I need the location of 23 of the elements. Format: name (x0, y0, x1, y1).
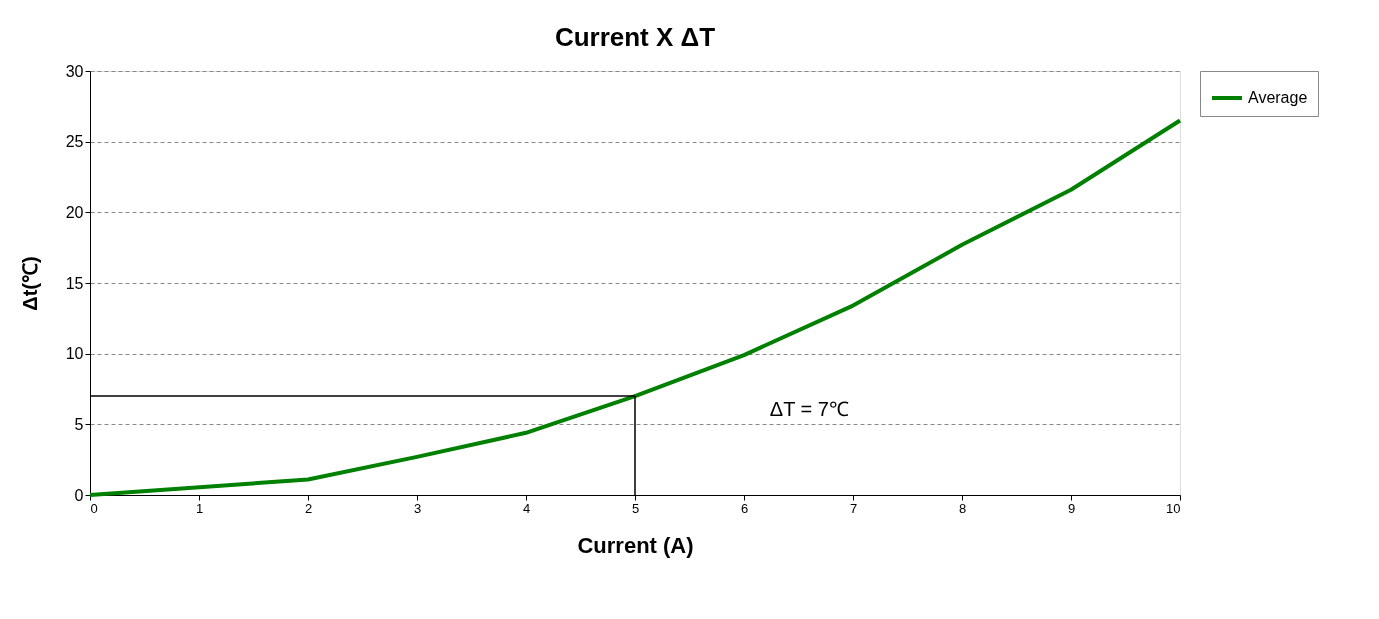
x-tick-label: 3 (413, 500, 422, 516)
y-tick-label: 10 (65, 345, 84, 363)
x-tick-label: 9 (1067, 500, 1076, 516)
y-tick-label: 25 (65, 133, 84, 151)
y-tick-label: 5 (74, 415, 84, 433)
y-axis-title: Δt(℃) (18, 256, 41, 311)
y-tick-label: 20 (65, 203, 84, 221)
x-tick-label: 2 (304, 500, 313, 516)
y-tick-label: 0 (74, 486, 84, 504)
x-tick-label: 4 (522, 500, 531, 516)
chart-title: Current X ΔT (554, 22, 716, 52)
x-tick-label: 8 (958, 500, 967, 516)
x-tick-label: 6 (740, 500, 749, 516)
x-tick-label: 0 (90, 500, 98, 516)
x-tick-label: 10 (1166, 500, 1181, 516)
y-tick-label: 15 (65, 274, 84, 292)
y-tick-label: 30 (65, 62, 84, 80)
x-tick-label: 1 (195, 500, 204, 516)
x-tick-label: 7 (849, 500, 858, 516)
x-tick-label: 5 (631, 500, 640, 516)
annotation: ΔT = 7℃ (769, 398, 849, 421)
x-axis-title: Current (A) (577, 532, 694, 558)
legend-label: Average (1248, 89, 1308, 106)
